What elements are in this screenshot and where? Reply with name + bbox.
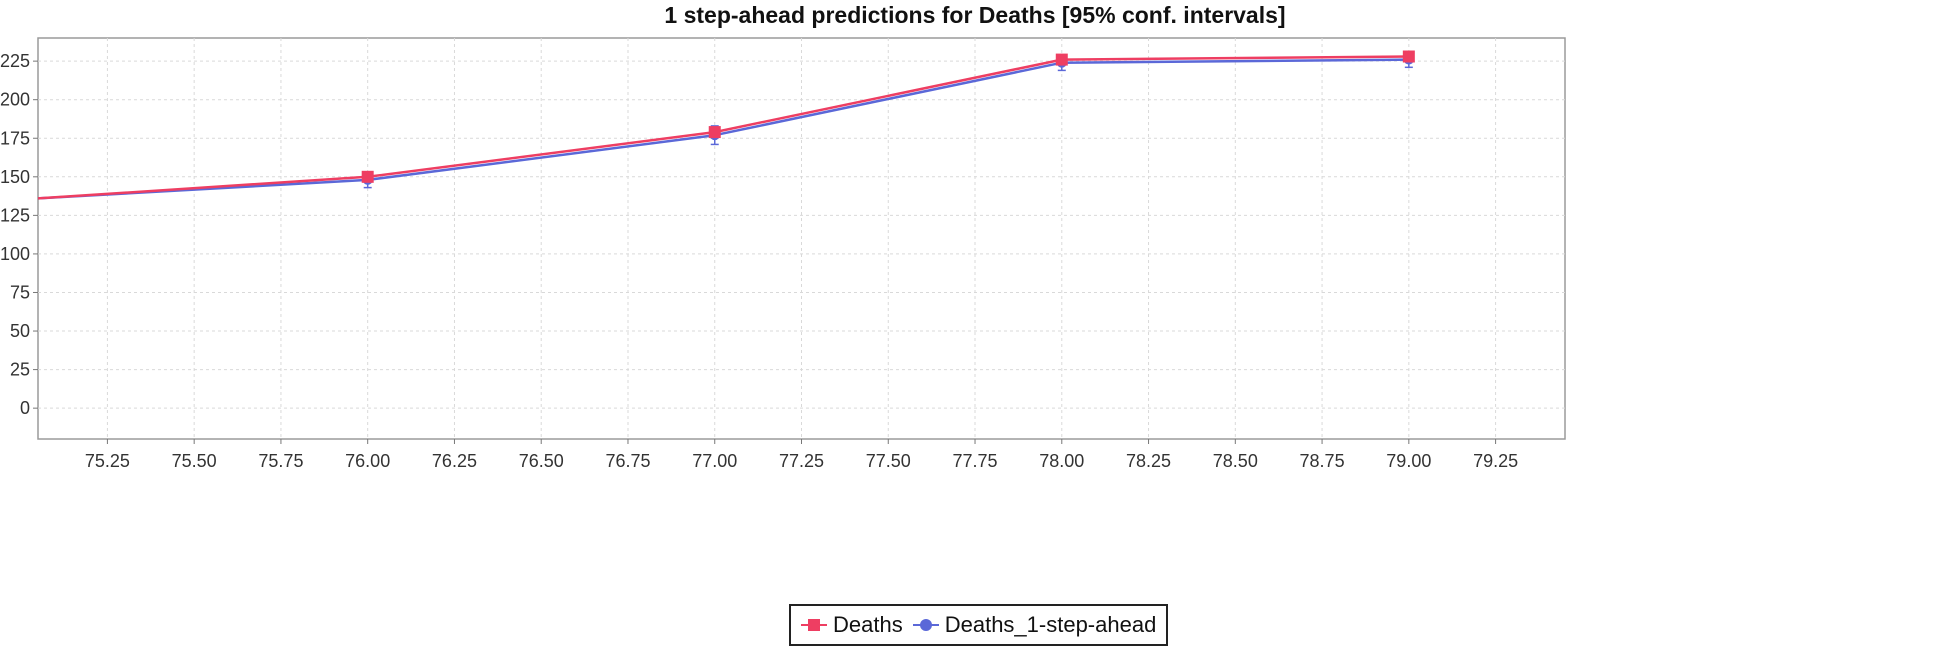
x-tick-label: 78.75 bbox=[1300, 451, 1345, 471]
data-point-deaths bbox=[708, 126, 721, 139]
x-tick-label: 76.50 bbox=[519, 451, 564, 471]
y-tick-label: 225 bbox=[0, 51, 30, 71]
x-tick-label: 76.75 bbox=[605, 451, 650, 471]
x-tick-label: 76.00 bbox=[345, 451, 390, 471]
circle-marker-icon bbox=[912, 619, 939, 631]
y-tick-label: 175 bbox=[0, 128, 30, 148]
square-marker-icon bbox=[801, 619, 827, 631]
y-tick-label: 25 bbox=[10, 360, 30, 380]
x-tick-label: 77.00 bbox=[692, 451, 737, 471]
x-tick-label: 77.50 bbox=[866, 451, 911, 471]
chart-title: 1 step-ahead predictions for Deaths [95%… bbox=[664, 2, 1286, 28]
y-axis-ticks: 0 25 50 75 100 125 150 175 200 225 bbox=[0, 51, 38, 418]
legend-item-deaths: Deaths bbox=[801, 612, 903, 638]
data-point-deaths bbox=[361, 170, 374, 183]
y-tick-label: 100 bbox=[0, 244, 30, 264]
x-axis-ticks: 75.25 75.50 75.75 76.00 76.25 76.50 76.75 77.00… bbox=[85, 439, 1518, 471]
y-tick-label: 0 bbox=[20, 398, 30, 418]
x-tick-label: 77.25 bbox=[779, 451, 824, 471]
y-tick-label: 125 bbox=[0, 205, 30, 225]
x-tick-label: 79.00 bbox=[1386, 451, 1431, 471]
grid-lines bbox=[38, 38, 1565, 439]
legend-label-deaths: Deaths bbox=[833, 612, 903, 637]
y-tick-label: 150 bbox=[0, 167, 30, 187]
x-tick-label: 79.25 bbox=[1473, 451, 1518, 471]
y-tick-label: 75 bbox=[10, 282, 30, 302]
y-tick-label: 200 bbox=[0, 90, 30, 110]
x-tick-label: 75.25 bbox=[85, 451, 130, 471]
x-tick-label: 75.75 bbox=[258, 451, 303, 471]
y-tick-label: 50 bbox=[10, 321, 30, 341]
x-tick-label: 76.25 bbox=[432, 451, 477, 471]
legend: Deaths Deaths_1-step-ahead bbox=[789, 604, 1169, 646]
x-tick-label: 78.00 bbox=[1039, 451, 1084, 471]
x-tick-label: 75.50 bbox=[172, 451, 217, 471]
data-point-deaths bbox=[1055, 53, 1068, 66]
x-tick-label: 77.75 bbox=[952, 451, 997, 471]
x-tick-label: 78.25 bbox=[1126, 451, 1171, 471]
series-layer bbox=[37, 50, 1415, 200]
legend-item-deaths-1-step-ahead: Deaths_1-step-ahead bbox=[912, 612, 1157, 638]
x-tick-label: 78.50 bbox=[1213, 451, 1258, 471]
legend-label-deaths-1-step-ahead: Deaths_1-step-ahead bbox=[944, 612, 1157, 637]
data-point-deaths bbox=[1402, 50, 1415, 63]
